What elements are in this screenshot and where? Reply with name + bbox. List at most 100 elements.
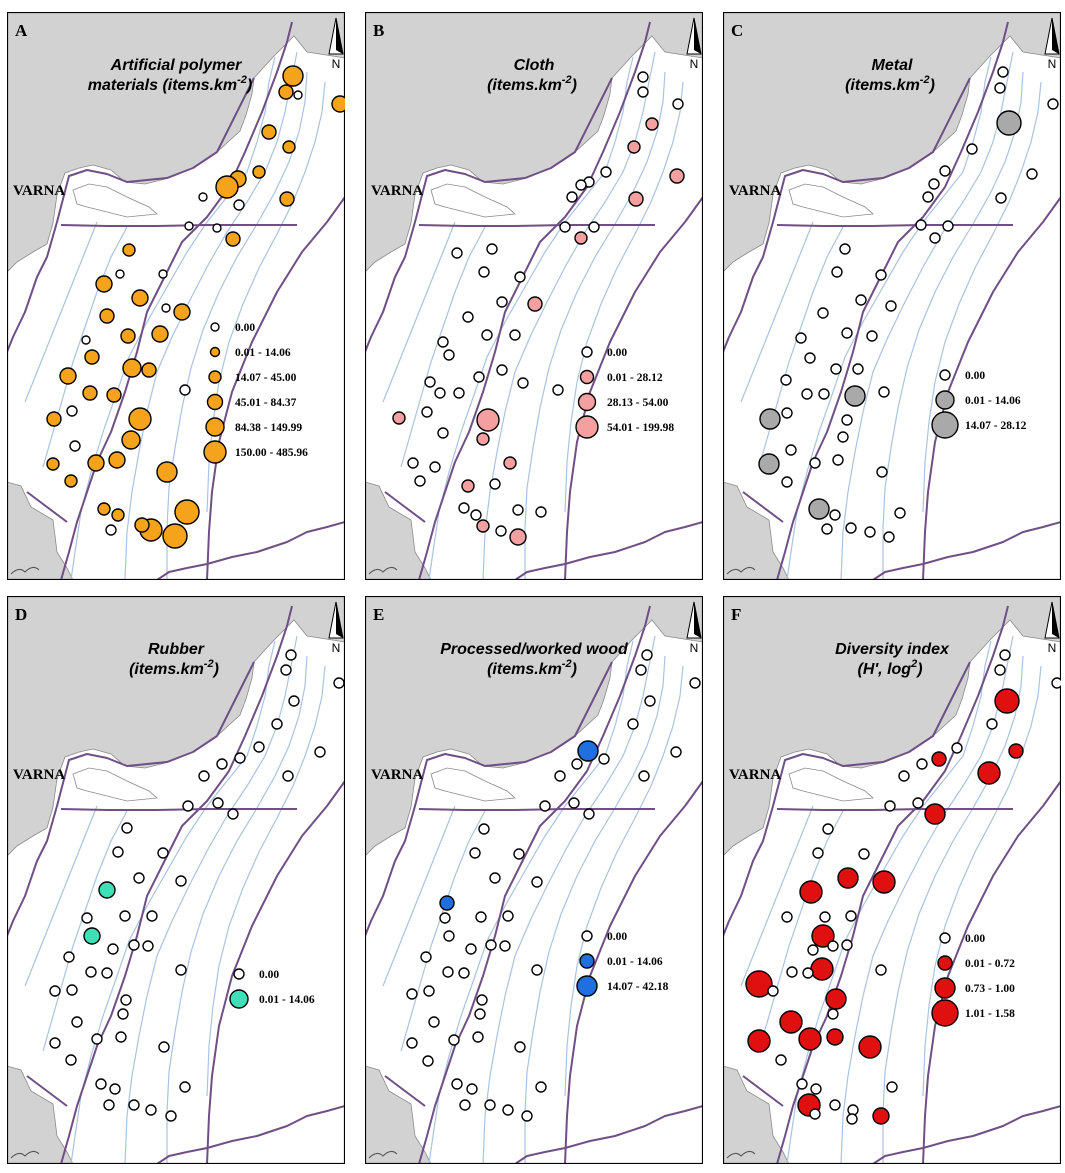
panel-letter: E — [373, 605, 384, 624]
station-marker — [91, 1033, 103, 1045]
station-marker — [476, 519, 490, 533]
station-marker — [977, 761, 1001, 785]
station-marker — [825, 988, 847, 1010]
station-marker — [443, 930, 455, 942]
north-arrow-icon — [686, 17, 702, 55]
station-marker — [133, 872, 145, 884]
station-marker — [514, 1041, 526, 1053]
station-marker — [233, 199, 245, 211]
zone-boundary — [156, 521, 345, 580]
station-marker — [994, 664, 1006, 676]
station-marker — [216, 758, 228, 770]
station-marker — [509, 329, 521, 341]
station-marker — [443, 349, 455, 361]
map-svg: B N VARNA Cloth(items.km-2) 0.00 0.01 - 28.12… — [365, 12, 703, 580]
station-marker — [486, 243, 498, 255]
legend-symbol — [205, 417, 225, 437]
station-marker — [437, 427, 449, 439]
station-marker — [600, 166, 612, 178]
station-marker — [97, 502, 111, 516]
station-markers — [745, 649, 1061, 1125]
station-marker — [478, 266, 490, 278]
varna-lake — [430, 767, 516, 802]
station-marker — [514, 271, 526, 283]
station-marker — [499, 940, 511, 952]
station-marker — [577, 740, 599, 762]
station-marker — [481, 329, 493, 341]
station-marker — [151, 325, 169, 343]
legend-label: 14.07 - 45.00 — [235, 372, 297, 384]
panel-letter: C — [731, 21, 743, 40]
coastline-detail — [368, 1150, 398, 1159]
legend-label: 0.01 - 0.72 — [965, 958, 1015, 970]
station-marker — [461, 479, 475, 493]
station-marker — [781, 407, 793, 419]
isobath-line — [758, 810, 844, 1052]
isobath-line — [740, 805, 814, 987]
station-marker — [638, 770, 650, 782]
map-title: Processed/worked wood(items.km-2) — [440, 641, 629, 678]
station-marker — [795, 332, 807, 344]
legend: 0.00 0.01 - 14.06 — [229, 968, 315, 1009]
station-marker — [95, 275, 113, 293]
station-markers — [758, 66, 1059, 543]
zone-boundary — [418, 21, 651, 580]
station-marker — [928, 178, 940, 190]
map-title-line-1: Artificial polymer — [110, 57, 242, 74]
zone-boundary — [365, 77, 613, 353]
land-area-south — [365, 1065, 432, 1164]
station-marker — [65, 1054, 77, 1066]
station-marker — [527, 296, 543, 312]
map-title-line-2: materials (items.km-2) — [88, 74, 253, 94]
varna-lake — [788, 767, 874, 802]
land-area — [7, 596, 345, 857]
station-marker — [759, 408, 781, 430]
station-marker — [95, 1078, 107, 1090]
legend-symbol — [931, 999, 959, 1027]
station-markers — [406, 649, 701, 1122]
legend-label: 1.01 - 1.58 — [965, 1008, 1015, 1020]
legend-label: 0.00 — [235, 322, 255, 334]
station-marker — [469, 847, 481, 859]
city-label-varna: VARNA — [371, 767, 423, 783]
station-marker — [831, 266, 843, 278]
station-marker — [225, 231, 241, 247]
station-marker — [898, 770, 910, 782]
station-marker — [875, 269, 887, 281]
panel-a: A N VARNA Artificial polymer materials (item… — [7, 12, 345, 580]
station-marker — [184, 221, 194, 231]
station-marker — [174, 499, 200, 525]
station-marker — [473, 371, 485, 383]
station-marker — [837, 431, 849, 443]
zone-boundary — [418, 224, 655, 227]
station-marker — [858, 1035, 882, 1059]
legend-symbol — [935, 390, 955, 410]
station-marker — [128, 939, 140, 951]
legend-symbol — [937, 955, 953, 971]
legend-label: 0.00 — [965, 370, 985, 382]
station-marker — [465, 943, 477, 955]
isobath-line — [166, 655, 308, 1164]
north-arrow-icon — [328, 17, 344, 55]
map-title-line-1: Diversity index — [835, 641, 950, 658]
map-title-line-1: Rubber — [148, 641, 205, 658]
isobath-line — [740, 221, 814, 403]
station-marker — [810, 957, 834, 981]
station-marker — [106, 387, 122, 403]
zone-boundary — [7, 661, 255, 937]
zone-boundary — [365, 661, 613, 937]
station-marker — [82, 385, 98, 401]
station-marker — [821, 523, 833, 535]
station-marker — [145, 1104, 157, 1116]
map-title-line-2: (items.km-2) — [845, 74, 935, 94]
legend-symbol — [576, 975, 598, 997]
map-svg: D N VARNA Rubber(items.km-2) 0.00 0.01 - 14.0… — [7, 596, 345, 1164]
legend-label: 0.01 - 14.06 — [607, 956, 663, 968]
legend-label: 0.00 — [259, 969, 279, 981]
isobath-line — [524, 71, 666, 580]
station-marker — [293, 90, 303, 100]
land-area — [365, 12, 703, 273]
station-marker — [453, 387, 465, 399]
station-marker — [502, 910, 514, 922]
